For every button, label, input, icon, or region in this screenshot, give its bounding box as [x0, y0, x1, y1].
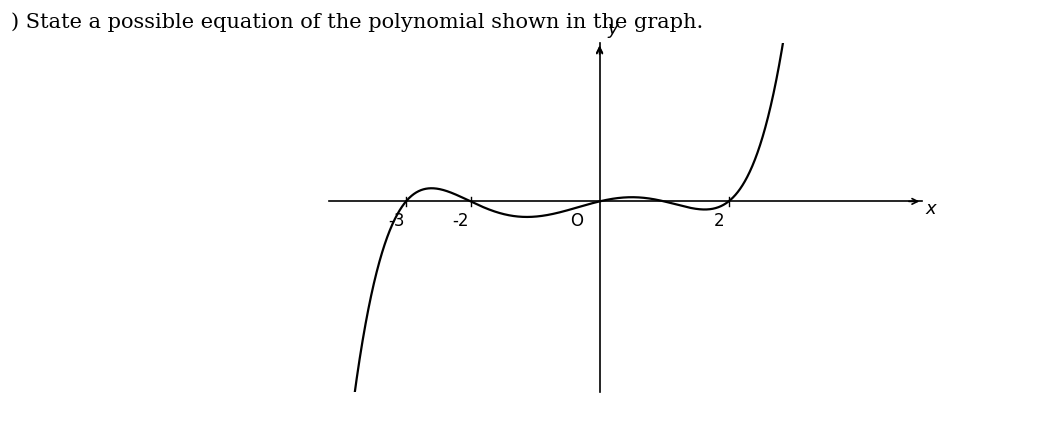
Text: ) State a possible equation of the polynomial shown in the graph.: ) State a possible equation of the polyn… — [11, 13, 703, 32]
Text: O: O — [570, 213, 583, 230]
Text: -2: -2 — [453, 213, 470, 230]
Text: -3: -3 — [388, 213, 405, 230]
Text: x: x — [925, 200, 936, 218]
Text: y: y — [607, 20, 618, 38]
Text: 2: 2 — [713, 213, 724, 230]
